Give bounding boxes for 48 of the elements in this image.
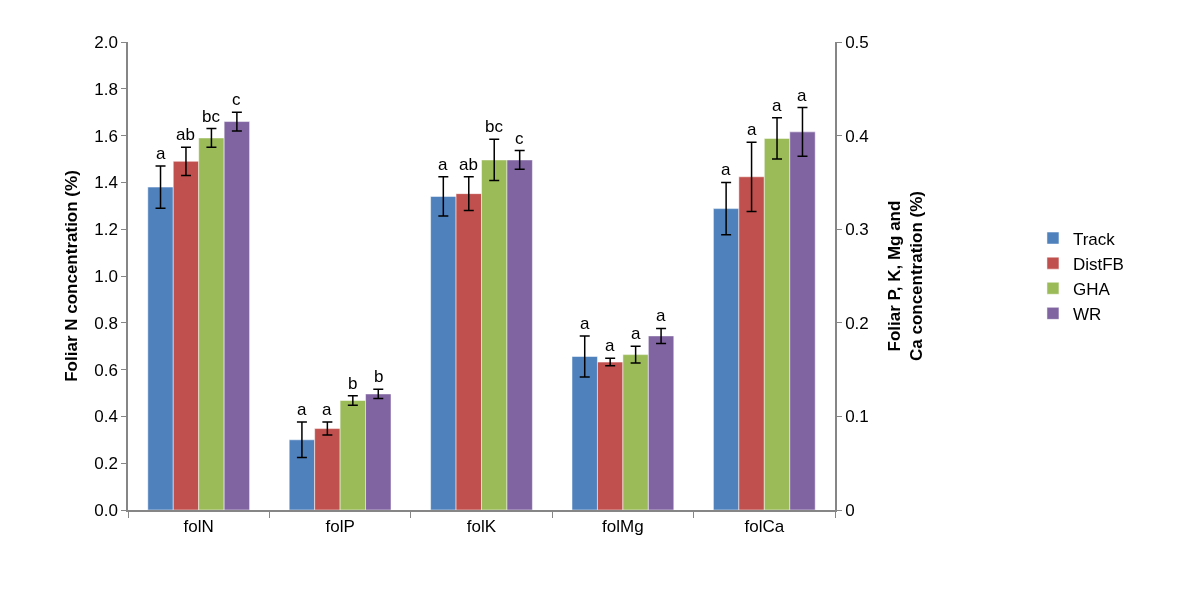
data-label: a [797, 86, 807, 105]
legend-label: WR [1072, 304, 1102, 324]
data-label: a [656, 306, 666, 325]
y-tick-label: 0.4 [94, 407, 118, 427]
y-tick-label: 1.6 [94, 126, 118, 146]
data-label: ab [176, 125, 195, 144]
y-tick-label: 0.0 [94, 500, 118, 520]
legend-label: GHA [1072, 279, 1111, 299]
y-axis-title: Foliar N concentration (%) [62, 170, 82, 382]
data-label: c [515, 129, 524, 148]
x-tick-label: folCa [744, 517, 785, 537]
y2-tick-label: 0 [845, 500, 855, 520]
y2-axis-title: Foliar P, K, Mg and Ca concentration (%) [884, 190, 926, 362]
y2-tick-label: 0.5 [845, 32, 869, 52]
data-label: c [232, 90, 241, 109]
y2-tick-label: 0.4 [845, 126, 869, 146]
x-tick-label: folP [325, 517, 355, 537]
y-tick-label: 2.0 [94, 32, 118, 52]
legend-label: Track [1072, 229, 1116, 249]
legend-label: DistFB [1072, 254, 1124, 274]
y2-tick-label: 0.3 [845, 220, 869, 240]
x-tick-label: folMg [602, 517, 644, 537]
y-tick-label: 0.8 [94, 313, 118, 333]
data-label: bc [202, 107, 221, 126]
data-label: a [605, 336, 615, 355]
data-label: a [322, 400, 332, 419]
data-label: a [297, 400, 307, 419]
data-label: a [580, 314, 590, 333]
x-tick-label: folK [466, 517, 497, 537]
data-label: a [772, 96, 782, 115]
data-label: b [348, 374, 358, 393]
data-label: a [438, 155, 448, 174]
y-tick-label: 1.8 [94, 79, 118, 99]
data-label: a [631, 324, 641, 343]
data-label: ab [459, 155, 478, 174]
y-tick-label: 1.0 [94, 266, 118, 286]
data-label: bc [485, 117, 504, 136]
x-tick-label: folN [183, 517, 214, 537]
y2-tick-label: 0.2 [845, 313, 869, 333]
y-tick-label: 1.4 [94, 173, 118, 193]
y-tick-label: 0.6 [94, 360, 118, 380]
y2-tick-label: 0.1 [845, 407, 869, 427]
data-label: b [374, 367, 384, 386]
data-label: a [747, 120, 757, 139]
data-label: a [721, 160, 731, 179]
y-tick-label: 0.2 [94, 454, 118, 474]
y-tick-label: 1.2 [94, 220, 118, 240]
data-label: a [156, 144, 166, 163]
